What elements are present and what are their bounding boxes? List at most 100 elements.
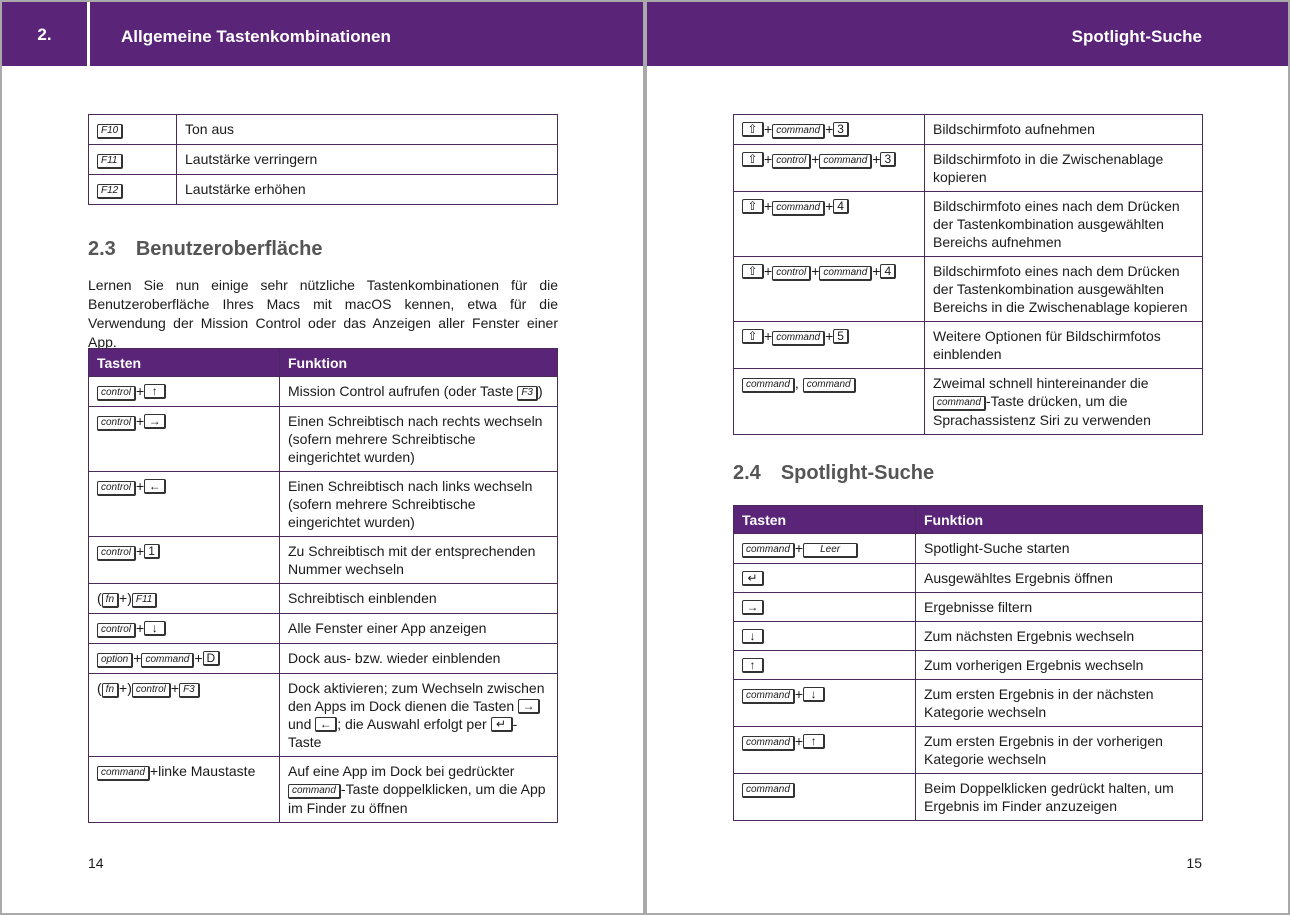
keys-cell: command + ↑ <box>733 726 916 774</box>
text: Beim Doppelklicken gedrückt halten, um E… <box>924 780 1174 814</box>
text: + <box>136 543 145 559</box>
table-row: ⇧ + control + command +4 Bildschirmfoto eines … <box>733 256 1203 322</box>
text: Alle Fenster einer App anzeigen <box>288 620 487 636</box>
keys-cell: control + ↑ <box>88 376 280 407</box>
shortcut-table-ui: Tasten Funktion control + ↑ Mission Control a… <box>88 348 558 823</box>
function-cell: Einen Schreibtisch nach rechts wechseln … <box>279 406 558 472</box>
key-cap: ← <box>315 717 338 732</box>
text: Einen Schreibtisch nach links wechseln (… <box>288 478 533 530</box>
function-keys-table: F10 Ton aus F11 Lautstärke verringern F12 Lau… <box>88 114 558 205</box>
text: + <box>170 680 180 696</box>
keys-cell: command +linke Maustaste <box>88 756 280 823</box>
function-cell: Bildschirmfoto in die Zwischenablage kop… <box>924 144 1203 192</box>
key-cap: command <box>802 378 856 393</box>
table-row: ⇧ + command +5 Weitere Optionen für Bildschi… <box>733 321 1203 369</box>
text: + <box>764 328 773 344</box>
text: Bildschirmfoto aufnehmen <box>933 121 1095 137</box>
text: Lautstärke verringern <box>185 151 318 167</box>
text: Bildschirmfoto eines nach dem Drücken de… <box>933 263 1188 315</box>
text: + <box>764 198 773 214</box>
keys-cell: ↵ <box>733 563 916 593</box>
key-cap: F10 <box>97 124 124 139</box>
col-header-keys: Tasten <box>88 348 280 377</box>
keys-cell: option + command + D <box>88 643 280 674</box>
text: Dock aus- bzw. wieder einblenden <box>288 650 501 666</box>
keys-cell: F10 <box>88 114 177 145</box>
chapter-title: Allgemeine Tastenkombinationen <box>121 27 391 46</box>
keys-cell: control + ↓ <box>88 613 280 644</box>
key-cap: control <box>97 416 137 431</box>
table-row: control + → Einen Schreibtisch nach rechts … <box>88 406 558 472</box>
screenshot-shortcuts-table: ⇧ + command +3 Bildschirmfoto aufnehmen ⇧ + con… <box>733 114 1203 435</box>
function-cell: Spotlight-Suche starten <box>915 533 1203 564</box>
key-cap: F3 <box>517 386 538 401</box>
table-row: control + ← Einen Schreibtisch nach links w… <box>88 471 558 537</box>
text: Zum vorherigen Ergebnis wechseln <box>924 657 1144 673</box>
table-row: command Beim Doppelklicken gedrückt halte… <box>733 773 1203 821</box>
text: + <box>794 733 804 749</box>
text: Mission Control aufrufen (oder Taste <box>288 383 518 399</box>
table-row: ⇧ + control + command +3 Bildschirmfoto in die… <box>733 144 1203 192</box>
function-cell: Zum ersten Ergebnis in der nächsten Kate… <box>915 679 1203 727</box>
key-cap: ↓ <box>144 621 167 636</box>
running-title: Spotlight-Suche <box>1071 27 1202 46</box>
text: -Taste doppelklicken, um die App im Find… <box>288 781 546 816</box>
text: + <box>136 620 145 636</box>
key-cap: F11 <box>131 593 158 608</box>
key-cap: command <box>288 784 341 799</box>
keys-cell: ⇧ + command +5 <box>733 321 925 369</box>
text: Ergebnisse filtern <box>924 599 1033 615</box>
text: Lautstärke erhöhen <box>185 181 306 197</box>
function-cell: Mission Control aufrufen (oder Taste F3) <box>279 376 558 407</box>
text: + <box>811 263 820 279</box>
table-row: command + Leer Spotlight-Suche starten <box>733 533 1203 564</box>
key-cap: 3 <box>880 152 897 167</box>
function-cell: Alle Fenster einer App anzeigen <box>279 613 558 644</box>
keys-cell: control +1 <box>88 536 280 584</box>
key-cap: ↑ <box>742 658 764 673</box>
table-row: control +1 Zu Schreibtisch mit der entspre… <box>88 536 558 584</box>
key-cap: command <box>742 736 795 751</box>
key-cap: command <box>772 124 826 139</box>
key-cap: ⇧ <box>742 152 764 167</box>
keys-cell: → <box>733 592 916 622</box>
text: ) <box>537 383 543 399</box>
text: Zu Schreibtisch mit der entsprechenden N… <box>288 543 536 577</box>
header-divider <box>87 2 90 66</box>
text: + <box>764 121 773 137</box>
function-cell: Bildschirmfoto eines nach dem Drücken de… <box>924 256 1203 322</box>
text: Zum ersten Ergebnis in der vorherigen Ka… <box>924 733 1163 767</box>
keys-cell: ⇧ + control + command +3 <box>733 144 925 192</box>
key-cap: command <box>742 783 795 798</box>
table-row: command, command Zweimal schnell hinterei… <box>733 368 1203 435</box>
key-cap: command <box>97 766 150 781</box>
text: Spotlight-Suche starten <box>924 540 1070 556</box>
keys-cell: F11 <box>88 144 177 175</box>
key-cap: D <box>202 651 221 666</box>
table-row: F11 Lautstärke verringern <box>88 144 558 175</box>
key-cap: ⇧ <box>742 329 764 344</box>
key-cap: command <box>933 396 986 411</box>
keys-cell: command <box>733 773 916 821</box>
chapter-header: 2. Allgemeine Tastenkombinationen <box>2 2 643 66</box>
key-cap: ← <box>144 479 167 494</box>
key-cap: 4 <box>833 199 849 214</box>
text: Zweimal schnell hintereinander die <box>933 375 1149 391</box>
key-cap: → <box>742 600 764 615</box>
table-row: F10 Ton aus <box>88 114 558 145</box>
page-number: 14 <box>88 855 104 871</box>
table-row: control + ↑ Mission Control aufrufen (oder … <box>88 376 558 407</box>
page-left: 2. Allgemeine Tastenkombinationen F10 Ton… <box>2 2 643 913</box>
key-cap: → <box>144 414 167 429</box>
col-header-keys: Tasten <box>733 505 916 534</box>
text: + <box>794 540 804 556</box>
function-cell: Zweimal schnell hintereinander die comma… <box>924 368 1203 435</box>
text: ( <box>97 590 102 606</box>
running-header: Spotlight-Suche <box>647 2 1288 66</box>
text: -Taste drücken, um die Sprachassistenz S… <box>933 393 1151 428</box>
key-cap: control <box>772 266 812 281</box>
col-header-function: Funktion <box>915 505 1203 534</box>
table-row: (fn +) control + F3 Dock aktivieren; zum Wech… <box>88 673 558 757</box>
key-cap: 5 <box>833 329 849 344</box>
text: und <box>288 716 316 732</box>
